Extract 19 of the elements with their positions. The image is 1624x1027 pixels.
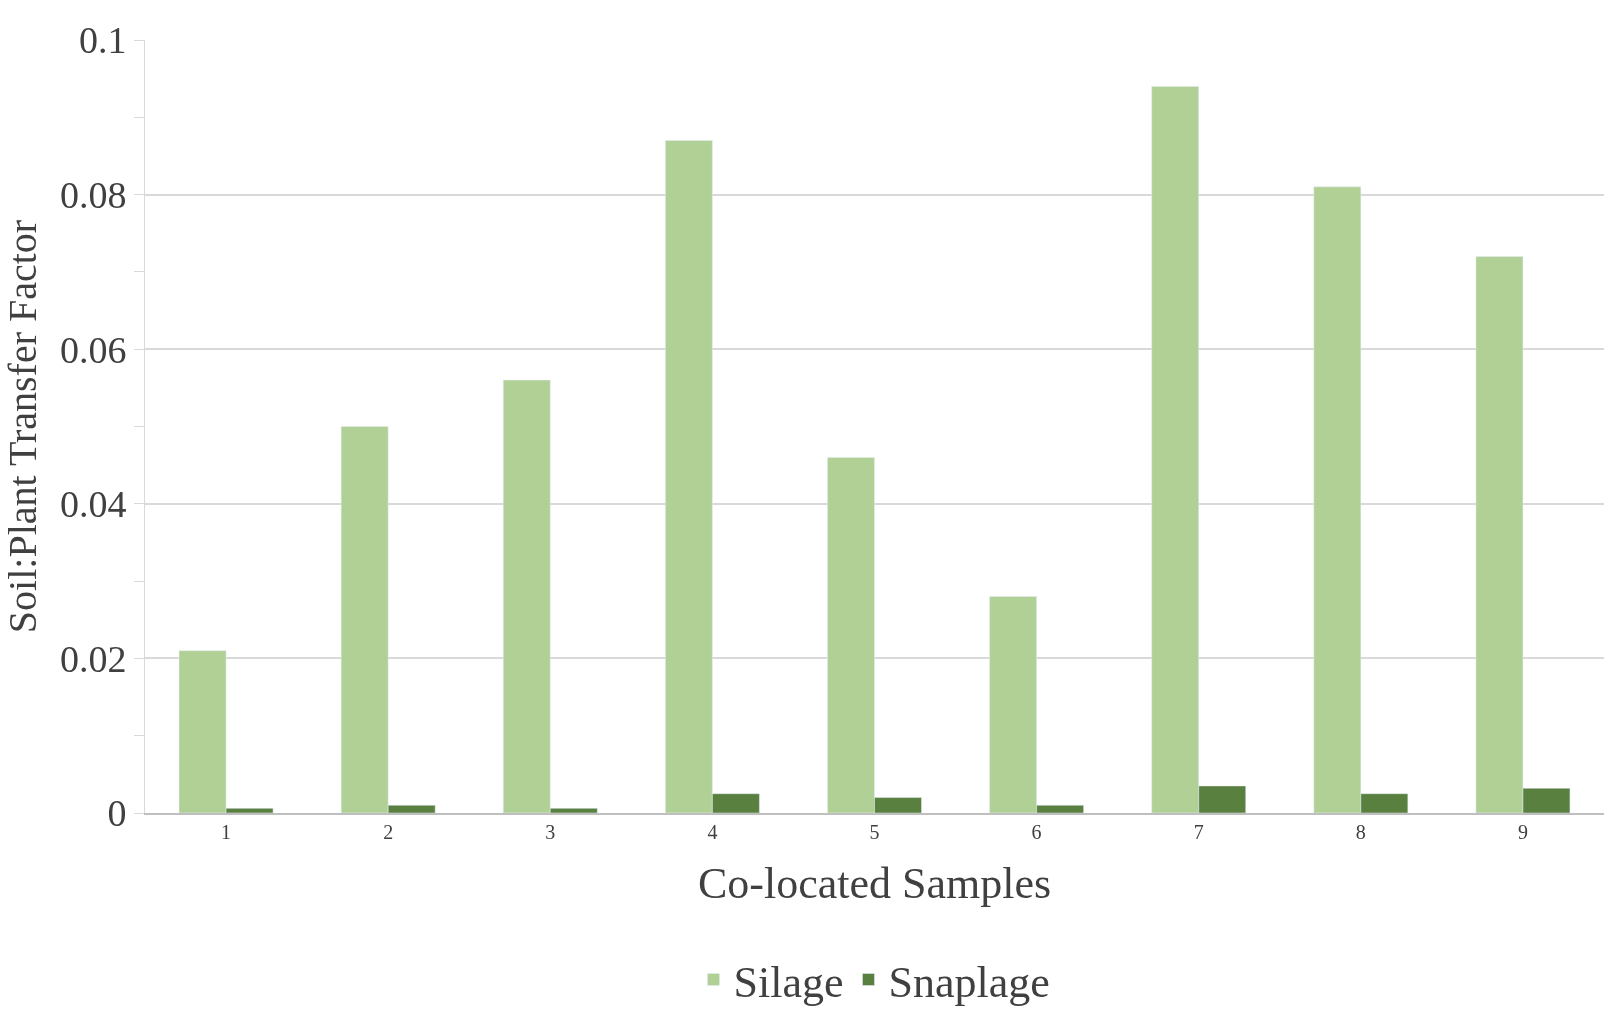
y-tick-label: 0.08 xyxy=(59,173,127,216)
legend-label: Silage xyxy=(733,957,844,1007)
x-tick-label: 6 xyxy=(1031,821,1042,843)
y-tick-label: 0 xyxy=(107,792,127,835)
x-tick-label: 5 xyxy=(869,821,880,843)
y-tick-label: 0.02 xyxy=(59,637,127,680)
y-tick-label: 0.1 xyxy=(78,19,127,62)
y-axis-title: Soil:Plant Transfer Factor xyxy=(0,219,45,634)
x-axis-title: Co-located Samples xyxy=(697,858,1052,908)
x-tick-label: 7 xyxy=(1193,821,1204,843)
x-tick-label: 8 xyxy=(1355,821,1366,843)
x-tick-label: 3 xyxy=(545,821,556,843)
y-tick-label: 0.06 xyxy=(59,328,127,371)
legend-label: Snaplage xyxy=(888,957,1050,1007)
x-tick-label: 2 xyxy=(383,821,394,843)
y-tick-label: 0.04 xyxy=(59,483,127,526)
x-tick-label: 4 xyxy=(707,821,718,843)
x-tick-label: 9 xyxy=(1517,821,1528,843)
x-tick-label: 1 xyxy=(221,821,232,843)
